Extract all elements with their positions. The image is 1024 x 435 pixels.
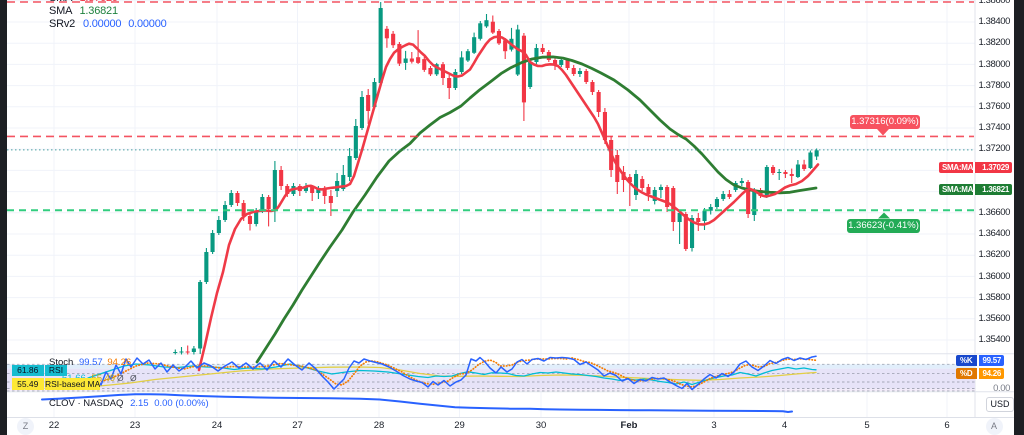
svg-text:Ø: Ø [117,373,124,383]
svg-text:Ø: Ø [130,373,137,383]
